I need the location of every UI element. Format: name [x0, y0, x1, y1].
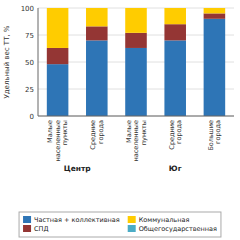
x-tick-label-line: города — [175, 120, 183, 144]
legend-label: Коммунальная — [139, 216, 190, 224]
y-tick-label: 25 — [25, 86, 34, 94]
bar-segment — [204, 8, 226, 13]
bar-segment — [86, 40, 108, 116]
bar-segment — [204, 8, 226, 9]
legend-item: Общегосударственная — [128, 225, 217, 233]
region-label: Центр — [64, 164, 92, 173]
y-tick-label: 50 — [25, 59, 34, 67]
bar-segment — [164, 24, 186, 40]
bar-segment — [204, 13, 226, 18]
bar-segment — [47, 8, 69, 48]
x-tick-label: Малыенаселенныепункты — [125, 120, 148, 162]
bar-segment — [164, 8, 186, 9]
y-axis-label: Удельный вес ТТ, % — [3, 25, 11, 98]
bar-segment — [164, 8, 186, 24]
bar-segment — [164, 40, 186, 116]
bar-segment — [47, 64, 69, 116]
y-axis — [38, 8, 39, 116]
legend-swatch — [128, 216, 136, 223]
bar-segment — [125, 48, 147, 116]
bar-segment — [125, 8, 147, 33]
legend-frame — [19, 212, 221, 237]
legend-swatch — [23, 216, 31, 223]
legend-label: Частная + коллективная — [34, 216, 120, 224]
legend-swatch — [23, 225, 31, 232]
bar-segment — [125, 8, 147, 9]
x-axis — [38, 116, 234, 117]
x-tick-label: Средниегорода — [89, 120, 105, 150]
x-tick-label-line: города — [214, 120, 222, 144]
y-tick-label: 0 — [30, 113, 34, 121]
x-tick-label: Малыенаселенныепункты — [46, 120, 69, 162]
legend-swatch — [128, 225, 136, 232]
bar-segment — [47, 8, 69, 9]
x-tick-label: Большиегорода — [207, 120, 223, 151]
bar-segment — [86, 8, 108, 9]
bar-segment — [47, 48, 69, 64]
grid-line — [38, 116, 234, 117]
bar-segment — [86, 26, 108, 40]
x-tick-label: Средниегорода — [168, 120, 184, 150]
x-tick-label-line: пункты — [140, 120, 148, 145]
legend-item: СПД — [23, 225, 49, 233]
legend-item: Коммунальная — [128, 216, 190, 224]
legend-item: Частная + коллективная — [23, 216, 120, 224]
chart: 0 25 50 75 100 Удельный вес ТТ, % Малыенаселен… — [0, 0, 240, 240]
region-label: Юг — [169, 164, 182, 173]
bar-segment — [86, 8, 108, 26]
bar-segment — [125, 33, 147, 48]
bars — [47, 8, 225, 116]
legend-label: СПД — [34, 225, 49, 233]
x-tick-label-line: города — [97, 120, 105, 144]
legend: Частная + коллективнаяСПД КоммунальнаяОбщ… — [19, 212, 221, 237]
x-tick-label-line: пункты — [61, 120, 69, 145]
y-tick-label: 75 — [25, 32, 34, 40]
legend-label: Общегосударственная — [139, 225, 217, 233]
y-tick-label: 100 — [21, 5, 34, 13]
bar-segment — [204, 19, 226, 116]
